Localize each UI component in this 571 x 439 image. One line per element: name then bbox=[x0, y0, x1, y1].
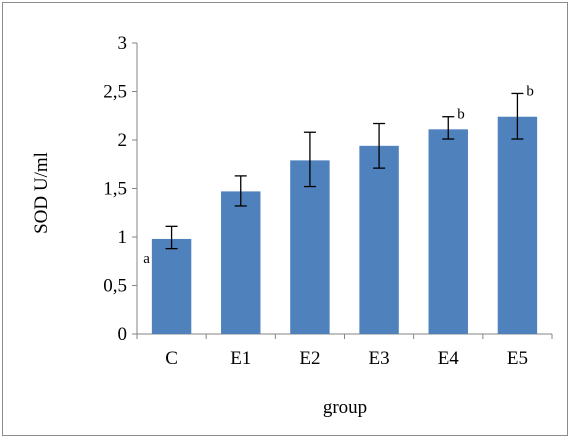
bar bbox=[221, 191, 261, 334]
y-tick-label: 2 bbox=[118, 130, 128, 151]
bar bbox=[359, 145, 399, 334]
significance-label: b bbox=[526, 83, 534, 99]
x-axis: C E1 E2 E3 E4 E5 bbox=[136, 333, 553, 369]
bar bbox=[290, 160, 330, 334]
bar-chart: 0 0,5 1 1,5 2 2,5 3 C E1 E2 E3 E4 E5 a b b group SOD … bbox=[31, 33, 553, 418]
bar bbox=[497, 116, 538, 334]
chart-frame: 0 0,5 1 1,5 2 2,5 3 C E1 E2 E3 E4 E5 a b b group SOD … bbox=[2, 2, 568, 436]
x-tick-label: E2 bbox=[299, 348, 320, 369]
x-axis-title: group bbox=[323, 397, 367, 418]
y-tick-label: 1,5 bbox=[103, 179, 127, 200]
error-bars bbox=[165, 92, 524, 250]
bars bbox=[151, 116, 538, 334]
y-axis-title: SOD U/ml bbox=[31, 152, 52, 234]
y-tick-label: 0,5 bbox=[103, 276, 127, 297]
x-tick-label: E5 bbox=[507, 348, 528, 369]
y-tick-label: 3 bbox=[118, 33, 128, 54]
significance-label: b bbox=[457, 107, 465, 123]
x-tick-label: C bbox=[165, 348, 178, 369]
y-tick-label: 2,5 bbox=[103, 82, 127, 103]
bar bbox=[428, 129, 468, 334]
y-tick-label: 1 bbox=[118, 227, 128, 248]
y-tick-label: 0 bbox=[118, 324, 128, 345]
significance-label: a bbox=[143, 251, 150, 267]
significance-labels: a b b bbox=[143, 83, 534, 267]
y-axis: 0 0,5 1 1,5 2 2,5 3 bbox=[103, 33, 138, 345]
x-tick-label: E3 bbox=[369, 348, 390, 369]
bar bbox=[151, 238, 192, 334]
x-tick-label: E4 bbox=[438, 348, 460, 369]
x-tick-label: E1 bbox=[230, 348, 251, 369]
